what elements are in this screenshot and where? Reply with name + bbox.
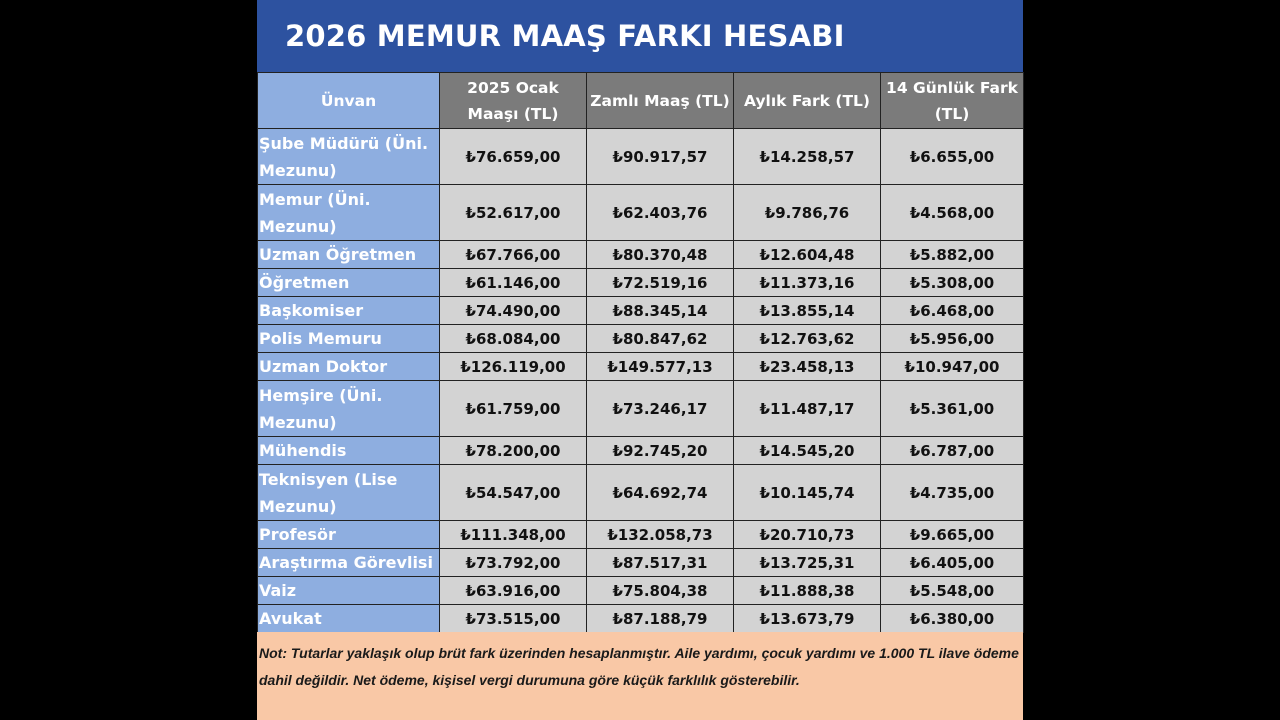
title-cell: Vaiz	[257, 576, 440, 605]
title-cell: Araştırma Görevlisi	[257, 548, 440, 577]
amount-cell: ₺90.917,57	[586, 128, 734, 185]
amount-cell: ₺6.405,00	[880, 548, 1024, 577]
amount-cell: ₺126.119,00	[439, 352, 587, 381]
table-row: Mühendis ₺78.200,00 ₺92.745,20 ₺14.545,20 ₺6…	[257, 436, 1024, 465]
amount-cell: ₺6.380,00	[880, 604, 1024, 633]
title-cell: Polis Memuru	[257, 324, 440, 353]
amount-cell: ₺111.348,00	[439, 520, 587, 549]
amount-cell: ₺61.759,00	[439, 380, 587, 437]
amount-cell: ₺80.847,62	[586, 324, 734, 353]
table-row: Avukat ₺73.515,00 ₺87.188,79 ₺13.673,79 ₺6.3…	[257, 604, 1024, 633]
amount-cell: ₺5.548,00	[880, 576, 1024, 605]
amount-cell: ₺14.258,57	[733, 128, 881, 185]
amount-cell: ₺92.745,20	[586, 436, 734, 465]
table-row: Başkomiser ₺74.490,00 ₺88.345,14 ₺13.855,14…	[257, 296, 1024, 325]
amount-cell: ₺87.517,31	[586, 548, 734, 577]
amount-cell: ₺11.373,16	[733, 268, 881, 297]
amount-cell: ₺149.577,13	[586, 352, 734, 381]
amount-cell: ₺5.956,00	[880, 324, 1024, 353]
title-cell: Memur (Üni. Mezunu)	[257, 184, 440, 241]
salary-table-card: 2026 MEMUR MAAŞ FARKI HESABI Ünvan 2025 O…	[257, 0, 1024, 720]
table-header-row: Ünvan 2025 Ocak Maaşı (TL) Zamlı Maaş (TL)…	[257, 72, 1024, 129]
title-cell: Öğretmen	[257, 268, 440, 297]
amount-cell: ₺6.787,00	[880, 436, 1024, 465]
title-cell: Mühendis	[257, 436, 440, 465]
amount-cell: ₺132.058,73	[586, 520, 734, 549]
title-cell: Uzman Öğretmen	[257, 240, 440, 269]
title-cell: Uzman Doktor	[257, 352, 440, 381]
salary-table: Ünvan 2025 Ocak Maaşı (TL) Zamlı Maaş (TL)…	[257, 72, 1024, 633]
title-cell: Şube Müdürü (Üni. Mezunu)	[257, 128, 440, 185]
amount-cell: ₺73.246,17	[586, 380, 734, 437]
amount-cell: ₺78.200,00	[439, 436, 587, 465]
amount-cell: ₺6.468,00	[880, 296, 1024, 325]
column-header: Aylık Fark (TL)	[733, 72, 881, 129]
amount-cell: ₺76.659,00	[439, 128, 587, 185]
amount-cell: ₺74.490,00	[439, 296, 587, 325]
amount-cell: ₺23.458,13	[733, 352, 881, 381]
table-row: Polis Memuru ₺68.084,00 ₺80.847,62 ₺12.763,…	[257, 324, 1024, 353]
amount-cell: ₺5.361,00	[880, 380, 1024, 437]
amount-cell: ₺64.692,74	[586, 464, 734, 521]
amount-cell: ₺62.403,76	[586, 184, 734, 241]
title-cell: Teknisyen (Lise Mezunu)	[257, 464, 440, 521]
amount-cell: ₺11.487,17	[733, 380, 881, 437]
table-row: Öğretmen ₺61.146,00 ₺72.519,16 ₺11.373,16 ₺5…	[257, 268, 1024, 297]
amount-cell: ₺5.308,00	[880, 268, 1024, 297]
amount-cell: ₺10.947,00	[880, 352, 1024, 381]
amount-cell: ₺80.370,48	[586, 240, 734, 269]
amount-cell: ₺9.665,00	[880, 520, 1024, 549]
amount-cell: ₺61.146,00	[439, 268, 587, 297]
amount-cell: ₺6.655,00	[880, 128, 1024, 185]
amount-cell: ₺12.604,48	[733, 240, 881, 269]
amount-cell: ₺73.515,00	[439, 604, 587, 633]
table-row: Uzman Doktor ₺126.119,00 ₺149.577,13 ₺23.45…	[257, 352, 1024, 381]
amount-cell: ₺20.710,73	[733, 520, 881, 549]
amount-cell: ₺5.882,00	[880, 240, 1024, 269]
amount-cell: ₺87.188,79	[586, 604, 734, 633]
amount-cell: ₺88.345,14	[586, 296, 734, 325]
table-row: Vaiz ₺63.916,00 ₺75.804,38 ₺11.888,38 ₺5.548…	[257, 576, 1024, 605]
amount-cell: ₺4.568,00	[880, 184, 1024, 241]
table-row: Memur (Üni. Mezunu) ₺52.617,00 ₺62.403,76 ₺…	[257, 184, 1024, 241]
amount-cell: ₺75.804,38	[586, 576, 734, 605]
amount-cell: ₺73.792,00	[439, 548, 587, 577]
footnote: Not: Tutarlar yaklaşık olup brüt fark üz…	[257, 632, 1023, 720]
table-row: Teknisyen (Lise Mezunu) ₺54.547,00 ₺64.692…	[257, 464, 1024, 521]
table-row: Hemşire (Üni. Mezunu) ₺61.759,00 ₺73.246,1…	[257, 380, 1024, 437]
title-cell: Hemşire (Üni. Mezunu)	[257, 380, 440, 437]
amount-cell: ₺14.545,20	[733, 436, 881, 465]
table-row: Şube Müdürü (Üni. Mezunu) ₺76.659,00 ₺90.9…	[257, 128, 1024, 185]
amount-cell: ₺52.617,00	[439, 184, 587, 241]
title-cell: Başkomiser	[257, 296, 440, 325]
column-header: 14 Günlük Fark (TL)	[880, 72, 1024, 129]
amount-cell: ₺67.766,00	[439, 240, 587, 269]
amount-cell: ₺4.735,00	[880, 464, 1024, 521]
amount-cell: ₺13.855,14	[733, 296, 881, 325]
title-cell: Avukat	[257, 604, 440, 633]
column-header: Ünvan	[257, 72, 440, 129]
amount-cell: ₺9.786,76	[733, 184, 881, 241]
amount-cell: ₺63.916,00	[439, 576, 587, 605]
table-row: Araştırma Görevlisi ₺73.792,00 ₺87.517,31 ₺…	[257, 548, 1024, 577]
amount-cell: ₺12.763,62	[733, 324, 881, 353]
table-row: Uzman Öğretmen ₺67.766,00 ₺80.370,48 ₺12.60…	[257, 240, 1024, 269]
title-cell: Profesör	[257, 520, 440, 549]
column-header: 2025 Ocak Maaşı (TL)	[439, 72, 587, 129]
column-header: Zamlı Maaş (TL)	[586, 72, 734, 129]
amount-cell: ₺10.145,74	[733, 464, 881, 521]
amount-cell: ₺54.547,00	[439, 464, 587, 521]
amount-cell: ₺13.673,79	[733, 604, 881, 633]
table-row: Profesör ₺111.348,00 ₺132.058,73 ₺20.710,73…	[257, 520, 1024, 549]
amount-cell: ₺68.084,00	[439, 324, 587, 353]
page-title: 2026 MEMUR MAAŞ FARKI HESABI	[257, 0, 1023, 72]
amount-cell: ₺13.725,31	[733, 548, 881, 577]
amount-cell: ₺72.519,16	[586, 268, 734, 297]
amount-cell: ₺11.888,38	[733, 576, 881, 605]
